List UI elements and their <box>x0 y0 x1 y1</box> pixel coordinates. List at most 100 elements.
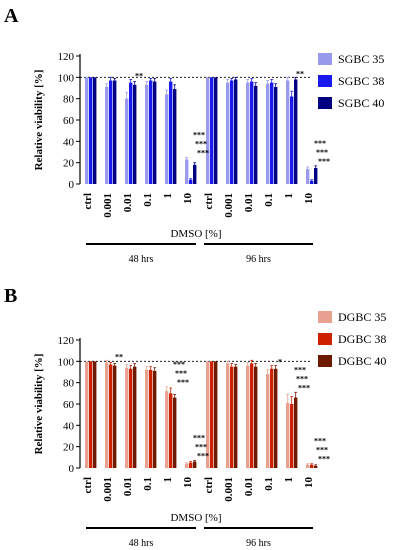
x-tick-label: 10 <box>303 477 315 489</box>
significance-label: *** <box>318 455 330 464</box>
bar <box>193 461 197 468</box>
y-tick-label: 40 <box>63 136 75 148</box>
panel-label: A <box>4 5 19 27</box>
x-tick-label: 1 <box>162 477 174 483</box>
significance-label: *** <box>193 130 205 139</box>
bar <box>270 368 274 468</box>
y-tick-label: 100 <box>58 356 75 368</box>
y-axis-label: Relative viability [%] <box>33 354 45 455</box>
significance-label: *** <box>195 139 207 148</box>
bar <box>189 462 193 468</box>
x-axis-label: DMSO [%] <box>170 228 221 240</box>
bar <box>226 363 230 468</box>
y-tick-label: 0 <box>69 463 75 475</box>
legend-label: SGBC 35 <box>338 52 384 66</box>
bar <box>173 89 177 184</box>
bar <box>169 81 173 184</box>
bar <box>165 94 169 184</box>
bar <box>210 361 214 468</box>
group-label: 48 hrs <box>129 254 154 265</box>
bar <box>314 465 318 468</box>
significance-label: *** <box>195 443 207 452</box>
bar <box>310 464 314 468</box>
bar <box>230 366 234 468</box>
bar <box>306 464 310 468</box>
significance-label: *** <box>314 437 326 446</box>
x-tick-label: 0.01 <box>122 193 134 212</box>
group-label: 96 hrs <box>246 254 271 265</box>
bar <box>153 370 157 468</box>
bar <box>246 365 250 468</box>
x-tick-label: ctrl <box>82 193 94 209</box>
bar <box>133 366 137 468</box>
significance-label: *** <box>173 360 185 369</box>
bar <box>113 365 117 468</box>
bar <box>226 82 230 184</box>
legend-label: DGBC 38 <box>338 332 386 346</box>
bar <box>254 366 258 468</box>
legend-swatch <box>318 97 332 109</box>
x-tick-label: 0.001 <box>102 193 114 218</box>
x-tick-label: 0.1 <box>263 477 275 491</box>
bar <box>314 168 318 184</box>
y-tick-label: 20 <box>63 158 75 170</box>
bar <box>173 397 177 468</box>
x-tick-label: ctrl <box>203 477 215 493</box>
bar <box>206 361 210 468</box>
y-tick-label: 60 <box>63 115 75 127</box>
bar <box>145 84 149 184</box>
legend-swatch <box>318 53 332 65</box>
bar <box>113 80 117 184</box>
y-tick-label: 20 <box>63 442 75 454</box>
bar <box>185 159 189 184</box>
bar <box>93 77 97 184</box>
significance-label: * <box>278 358 282 367</box>
significance-label: *** <box>175 369 187 378</box>
y-tick-label: 80 <box>63 378 75 390</box>
y-tick-label: 60 <box>63 399 75 411</box>
bar <box>290 96 294 184</box>
legend-swatch <box>318 75 332 87</box>
bar <box>129 82 133 184</box>
bar <box>266 83 270 184</box>
bar <box>125 98 129 184</box>
y-tick-label: 0 <box>69 179 75 191</box>
bar <box>306 169 310 184</box>
bar <box>234 79 238 184</box>
legend-label: DGBC 35 <box>338 310 386 324</box>
bar <box>214 361 218 468</box>
legend-swatch <box>318 333 332 345</box>
bar <box>109 80 113 184</box>
x-tick-label: 0.1 <box>263 193 275 207</box>
bar <box>109 364 113 468</box>
group-label: 96 hrs <box>246 538 271 549</box>
bar <box>206 77 210 184</box>
significance-label: *** <box>197 452 209 461</box>
bar <box>169 393 173 468</box>
significance-label: *** <box>294 365 306 374</box>
significance-label: *** <box>318 157 330 166</box>
bar <box>274 368 278 468</box>
x-tick-label: 0.001 <box>223 193 235 218</box>
x-tick-label: 1 <box>283 193 295 199</box>
significance-label: *** <box>193 434 205 443</box>
y-tick-label: 120 <box>58 335 75 347</box>
x-axis-label: DMSO [%] <box>170 512 221 524</box>
group-label: 48 hrs <box>129 538 154 549</box>
x-tick-label: 0.001 <box>223 477 235 502</box>
bar <box>310 180 314 184</box>
bar <box>153 81 157 184</box>
legend-label: DGBC 40 <box>338 354 386 368</box>
x-tick-label: 0.01 <box>243 193 255 212</box>
bar <box>89 77 93 184</box>
bar <box>290 404 294 468</box>
y-tick-label: 80 <box>63 94 75 106</box>
bar <box>193 164 197 184</box>
bar <box>234 366 238 468</box>
bar <box>149 369 153 468</box>
bar <box>294 79 298 184</box>
significance-label: ** <box>135 71 143 80</box>
x-tick-label: 10 <box>303 193 315 205</box>
legend: DGBC 35 DGBC 38 DGBC 40 <box>318 310 386 368</box>
